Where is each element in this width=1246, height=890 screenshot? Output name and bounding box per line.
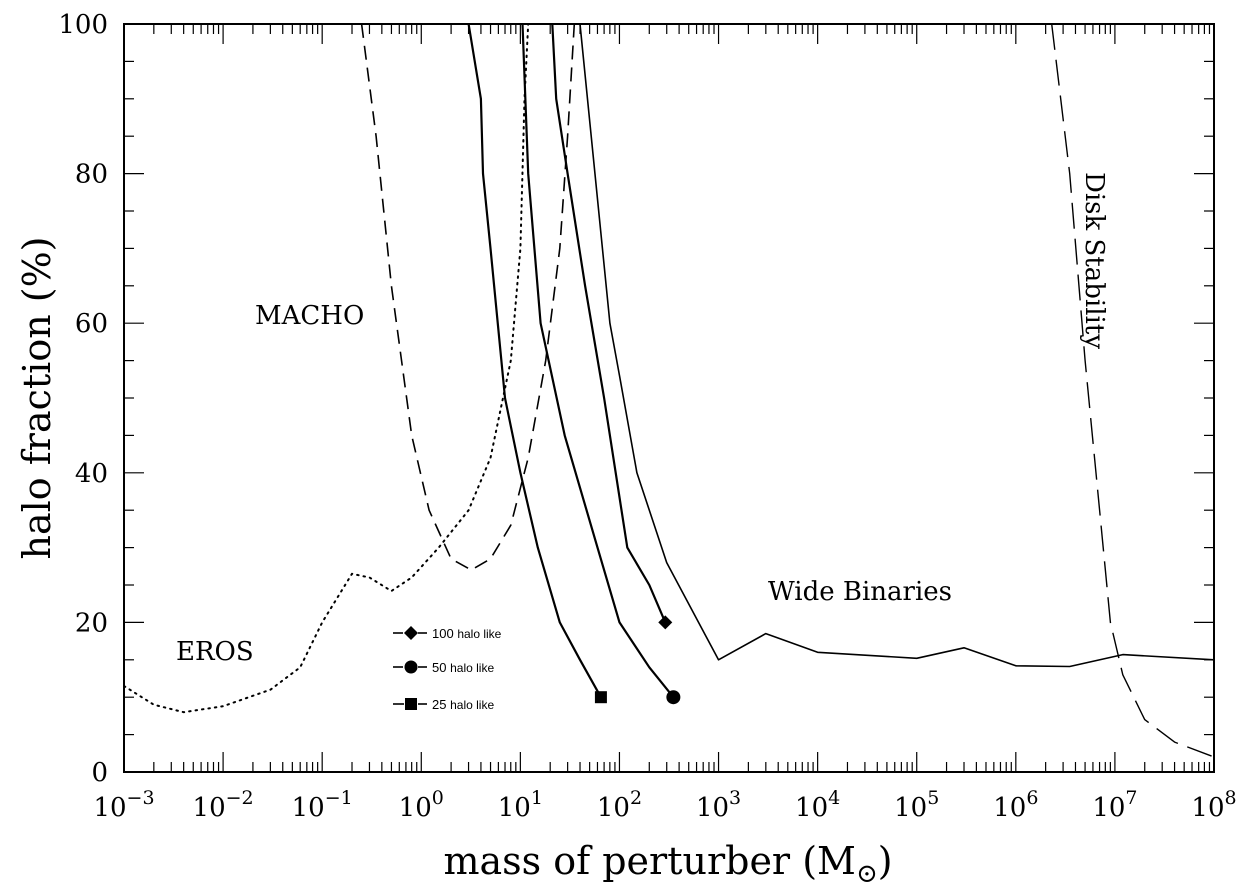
x-tick-labels: 10−3 10−2 10−1 100 101 102 103 104 105 106 107 108 <box>93 787 1236 823</box>
series-line-eros <box>123 23 530 714</box>
x-tick-base: 10 <box>93 793 126 823</box>
legend: 100 halo like 50 halo like 25 halo like <box>393 626 502 712</box>
x-tick-exponent: 6 <box>1026 787 1038 809</box>
plot-frame <box>123 23 1215 773</box>
x-tick-exponent: 1 <box>531 787 543 809</box>
series-line-disk-stability <box>1051 23 1215 758</box>
x-tick-base: 10 <box>292 793 325 823</box>
x-tick-label: 104 <box>795 787 840 823</box>
sun-symbol: ⊙ <box>856 859 878 889</box>
annotation-wide-binaries: Wide Binaries <box>768 577 952 607</box>
x-tick-exponent: 3 <box>729 787 741 809</box>
x-tick-exponent: 5 <box>927 787 939 809</box>
x-tick-exponent: 7 <box>1125 787 1137 809</box>
series-line-25 <box>467 23 602 698</box>
legend-entry-100: 100 halo like <box>393 626 502 641</box>
x-tick-base: 10 <box>696 793 729 823</box>
x-tick-label: 103 <box>696 787 741 823</box>
x-tick-base: 10 <box>193 793 226 823</box>
series-group <box>123 23 1215 758</box>
square-marker <box>594 691 607 704</box>
x-tick-label: 100 <box>399 787 444 823</box>
x-tick-base: 10 <box>1191 793 1224 823</box>
x-tick-base: 10 <box>597 793 630 823</box>
legend-label-50: 50 halo like <box>432 660 494 675</box>
x-tick-label: 106 <box>993 787 1038 823</box>
annotation-disk-stability: Disk Stability <box>1079 172 1109 349</box>
circle-marker <box>404 660 418 674</box>
x-tick-base: 10 <box>1092 793 1125 823</box>
y-tick-label: 20 <box>75 608 108 638</box>
x-axis-title-text: mass of perturber <box>443 839 790 883</box>
x-tick-label: 10−2 <box>193 787 254 823</box>
x-axis-title: mass of perturber (M⊙) <box>443 839 892 889</box>
legend-entry-50: 50 halo like <box>393 660 494 675</box>
x-tick-base: 10 <box>894 793 927 823</box>
series-line-100 <box>551 23 667 623</box>
x-tick-label: 105 <box>894 787 939 823</box>
legend-label-100: 100 halo like <box>432 626 502 641</box>
x-tick-base: 10 <box>498 793 531 823</box>
circle-marker <box>666 690 681 705</box>
legend-suffix: halo like <box>457 627 501 641</box>
x-tick-exponent: −1 <box>325 787 353 809</box>
x-tick-base: 10 <box>795 793 828 823</box>
y-axis-title: halo fraction (%) <box>15 236 59 559</box>
x-tick-label: 107 <box>1092 787 1137 823</box>
x-tick-exponent: 2 <box>630 787 642 809</box>
axis-ticks <box>123 23 1215 773</box>
x-tick-exponent: 8 <box>1225 787 1237 809</box>
y-tick-label: 60 <box>75 309 108 339</box>
legend-value: 25 <box>432 697 446 712</box>
diamond-marker <box>404 626 418 640</box>
x-tick-label: 108 <box>1191 787 1236 823</box>
y-tick-label: 0 <box>91 758 108 788</box>
x-tick-base: 10 <box>399 793 432 823</box>
x-axis-unit: M <box>817 839 856 883</box>
square-marker <box>405 698 417 710</box>
legend-label-25: 25 halo like <box>432 697 494 712</box>
x-tick-label: 10−1 <box>292 787 353 823</box>
series-line-wide-binaries <box>579 23 1215 668</box>
x-tick-label: 10−3 <box>93 787 154 823</box>
x-tick-exponent: −2 <box>226 787 254 809</box>
x-tick-base: 10 <box>993 793 1026 823</box>
series-line-50 <box>521 23 675 698</box>
legend-entry-25: 25 halo like <box>393 697 494 712</box>
x-axis-unit-close: ) <box>878 839 893 883</box>
legend-value: 100 <box>432 626 454 641</box>
annotation-macho: MACHO <box>255 301 364 331</box>
x-tick-label: 101 <box>498 787 543 823</box>
x-tick-exponent: 4 <box>828 787 840 809</box>
legend-suffix: halo like <box>450 698 494 712</box>
x-tick-exponent: 0 <box>432 787 444 809</box>
legend-suffix: halo like <box>450 661 494 675</box>
diamond-marker <box>658 615 673 630</box>
y-tick-labels: 0 20 40 60 80 100 <box>58 10 108 788</box>
x-tick-exponent: −3 <box>127 787 155 809</box>
series-line-macho <box>360 23 576 571</box>
legend-value: 50 <box>432 660 446 675</box>
y-tick-label: 40 <box>75 459 108 489</box>
y-tick-label: 80 <box>75 160 108 190</box>
x-tick-label: 102 <box>597 787 642 823</box>
y-tick-label: 100 <box>58 10 108 40</box>
annotation-eros: EROS <box>176 637 254 667</box>
